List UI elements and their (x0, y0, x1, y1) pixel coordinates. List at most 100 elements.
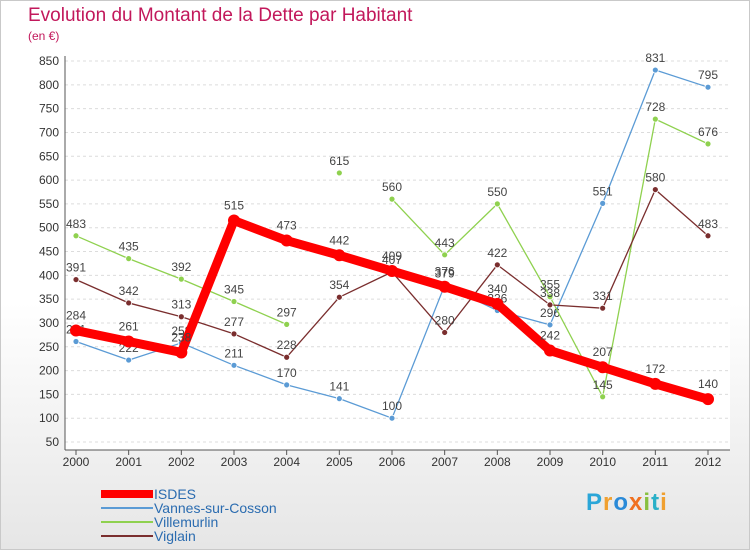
data-label: 145 (593, 378, 613, 392)
data-point (493, 261, 501, 269)
data-label: 141 (329, 380, 349, 394)
data-point (388, 195, 396, 203)
data-label: 100 (382, 399, 402, 413)
data-point (230, 330, 238, 338)
data-point (283, 353, 291, 361)
data-label: 172 (645, 362, 665, 376)
data-point (122, 335, 135, 348)
data-label: 354 (329, 278, 349, 292)
data-point (493, 200, 501, 208)
data-label: 551 (593, 184, 613, 198)
data-point (388, 414, 396, 422)
data-label: 376 (435, 265, 455, 279)
data-point (333, 249, 346, 262)
data-label: 379 (435, 266, 455, 280)
legend-swatch (101, 521, 153, 523)
data-point (335, 293, 343, 301)
y-tick-label: 300 (39, 316, 59, 330)
y-tick-label: 200 (39, 364, 59, 378)
x-tick-label: 2005 (326, 455, 353, 469)
data-point (546, 293, 554, 301)
data-point (649, 377, 662, 390)
data-label: 140 (698, 377, 718, 391)
data-label: 391 (66, 261, 86, 275)
data-point (704, 83, 712, 91)
x-tick-label: 2011 (642, 455, 668, 469)
data-point (125, 356, 133, 364)
legend-label: Vannes-sur-Cosson (154, 500, 277, 516)
data-label: 238 (171, 330, 191, 344)
data-label: 211 (224, 346, 243, 360)
data-point (125, 299, 133, 307)
proxiti-logo: Proxiti (586, 489, 668, 516)
data-label: 296 (540, 306, 560, 320)
legend-swatch (101, 490, 153, 498)
y-axis-unit: (en €) (28, 29, 60, 43)
data-point (596, 361, 609, 374)
data-label: 242 (540, 329, 560, 343)
x-tick-label: 2003 (221, 455, 248, 469)
data-point (546, 301, 554, 309)
data-point (280, 234, 293, 247)
plot-area (65, 56, 730, 450)
data-point (441, 251, 449, 259)
y-tick-label: 100 (39, 411, 59, 425)
data-label: 435 (119, 240, 139, 254)
data-label: 422 (487, 246, 507, 260)
y-tick-label: 800 (39, 78, 59, 92)
x-tick-label: 2002 (168, 455, 195, 469)
data-point (72, 338, 80, 345)
data-point (177, 275, 185, 283)
data-label: 409 (382, 249, 402, 263)
y-tick-label: 50 (46, 435, 60, 449)
data-label: 340 (487, 282, 507, 296)
legend-label: Villemurlin (154, 514, 219, 530)
data-point (702, 393, 714, 406)
y-tick-label: 600 (39, 173, 59, 187)
y-tick-label: 450 (39, 245, 59, 259)
data-point (546, 321, 554, 329)
data-label: 442 (329, 233, 349, 247)
data-point (283, 381, 291, 389)
x-tick-label: 2004 (273, 455, 300, 469)
data-label: 728 (645, 100, 665, 114)
x-tick-label: 2006 (379, 455, 406, 469)
data-label: 313 (171, 298, 191, 312)
data-label: 170 (277, 366, 297, 380)
data-label: 676 (698, 125, 718, 139)
data-point (175, 346, 188, 359)
legend-label: Viglain (154, 528, 196, 544)
x-tick-label: 2012 (695, 455, 722, 469)
data-label: 280 (435, 313, 455, 327)
data-label: 473 (277, 219, 297, 233)
legend-label: ISDES (154, 486, 197, 502)
data-label: 515 (224, 199, 244, 213)
data-label: 550 (487, 185, 507, 199)
data-point (651, 186, 659, 193)
data-point (72, 232, 80, 240)
y-tick-label: 850 (39, 54, 59, 68)
data-label: 615 (329, 154, 349, 168)
data-point (704, 232, 712, 240)
data-point (230, 298, 238, 305)
data-point (335, 169, 343, 177)
data-label: 297 (277, 305, 297, 319)
y-tick-label: 350 (39, 292, 59, 306)
data-label: 342 (119, 284, 139, 298)
y-tick-label: 250 (39, 340, 59, 354)
data-label: 277 (224, 315, 244, 329)
data-point (438, 280, 451, 293)
data-label: 560 (382, 180, 402, 194)
y-tick-label: 700 (39, 125, 59, 139)
data-point (228, 214, 240, 227)
y-tick-label: 650 (39, 149, 59, 163)
data-label: 831 (645, 51, 665, 65)
x-tick-label: 2007 (431, 455, 458, 469)
data-label: 207 (593, 345, 613, 359)
x-tick-label: 2010 (589, 455, 616, 469)
data-label: 483 (66, 217, 86, 231)
data-label: 338 (540, 286, 560, 300)
data-label: 580 (645, 171, 665, 185)
data-label: 483 (698, 217, 718, 231)
